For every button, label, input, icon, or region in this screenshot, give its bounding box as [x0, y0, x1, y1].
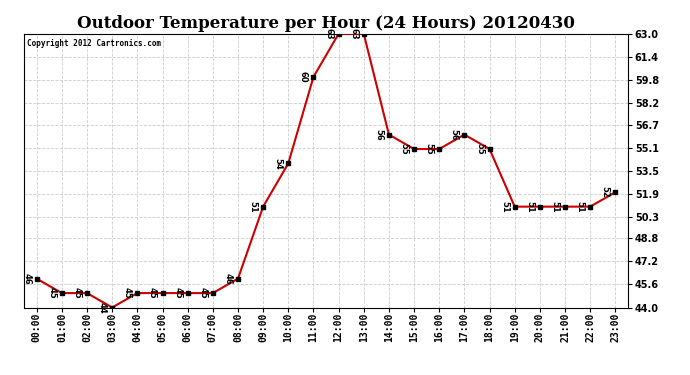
Text: 51: 51: [248, 201, 257, 213]
Text: 45: 45: [198, 287, 207, 299]
Title: Outdoor Temperature per Hour (24 Hours) 20120430: Outdoor Temperature per Hour (24 Hours) …: [77, 15, 575, 32]
Text: 54: 54: [274, 158, 283, 169]
Text: 51: 51: [500, 201, 509, 213]
Text: 51: 51: [551, 201, 560, 213]
Text: 51: 51: [575, 201, 584, 213]
Text: 51: 51: [525, 201, 534, 213]
Text: 45: 45: [123, 287, 132, 299]
Text: 45: 45: [72, 287, 81, 299]
Text: 60: 60: [299, 71, 308, 83]
Text: 55: 55: [475, 143, 484, 155]
Text: 45: 45: [148, 287, 157, 299]
Text: 45: 45: [173, 287, 182, 299]
Text: 44: 44: [98, 302, 107, 313]
Text: 56: 56: [450, 129, 459, 141]
Text: 46: 46: [22, 273, 31, 285]
Text: 55: 55: [424, 143, 434, 155]
Text: 55: 55: [400, 143, 408, 155]
Text: 52: 52: [601, 186, 610, 198]
Text: 46: 46: [224, 273, 233, 285]
Text: 63: 63: [324, 28, 333, 40]
Text: 45: 45: [48, 287, 57, 299]
Text: Copyright 2012 Cartronics.com: Copyright 2012 Cartronics.com: [27, 39, 161, 48]
Text: 56: 56: [375, 129, 384, 141]
Text: 63: 63: [349, 28, 358, 40]
